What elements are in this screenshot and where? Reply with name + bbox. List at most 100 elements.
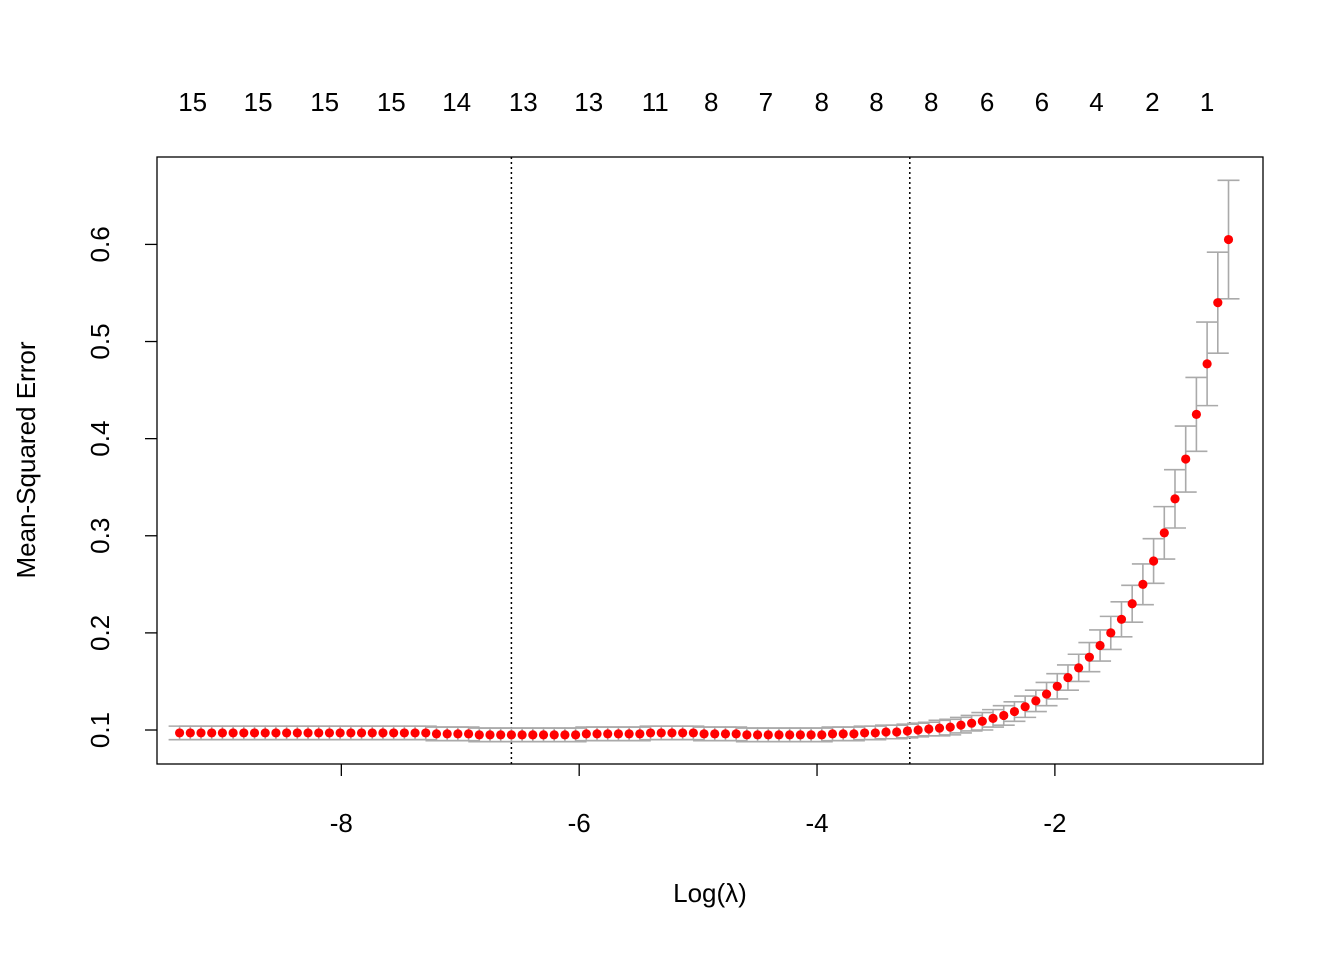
data-point: [560, 730, 570, 740]
data-point: [549, 730, 559, 740]
data-point: [463, 729, 474, 739]
data-point: [1213, 298, 1223, 308]
data-point: [710, 729, 720, 739]
data-point: [335, 728, 345, 738]
data-point: [1020, 702, 1030, 712]
data-point: [838, 729, 848, 739]
data-point: [656, 728, 666, 738]
top-axis-label: 7: [759, 87, 773, 117]
data-point: [720, 729, 731, 739]
data-point: [913, 725, 923, 735]
data-point: [699, 729, 709, 739]
data-point: [1106, 628, 1116, 638]
data-point: [934, 723, 945, 733]
data-point: [367, 728, 377, 738]
data-point: [1181, 454, 1191, 464]
data-point: [538, 730, 549, 740]
data-point: [431, 729, 442, 739]
data-point: [174, 728, 185, 738]
data-point: [314, 728, 324, 738]
x-tick-label: -4: [805, 808, 828, 838]
x-axis-title: Log(λ): [673, 878, 747, 908]
data-point: [442, 729, 452, 739]
data-points: [174, 234, 1234, 740]
x-tick-label: -6: [568, 808, 591, 838]
data-point: [967, 718, 977, 728]
top-axis-label: 15: [178, 87, 207, 117]
data-point: [260, 728, 270, 738]
top-axis-labels: 15 15 15 15 14 13 13 11 8 7 8 8 8 6 6 4 2 1: [178, 87, 1214, 117]
data-point: [346, 728, 356, 738]
y-tick-label: 0.6: [85, 226, 115, 262]
data-point: [292, 728, 302, 738]
data-point: [324, 728, 335, 738]
data-point: [645, 728, 656, 738]
y-tick-label: 0.1: [85, 712, 115, 748]
top-axis-label: 8: [869, 87, 883, 117]
data-point: [271, 728, 281, 738]
data-point: [624, 729, 634, 739]
top-axis-label: 8: [704, 87, 718, 117]
plot-frame: [156, 156, 1264, 765]
y-tick-label: 0.4: [85, 421, 115, 457]
data-point: [239, 728, 249, 738]
data-point: [1116, 614, 1127, 624]
top-axis-label: 15: [244, 87, 273, 117]
top-axis-label: 8: [924, 87, 938, 117]
y-tick-label: 0.3: [85, 518, 115, 554]
data-point: [870, 728, 880, 738]
top-axis-label: 11: [642, 87, 669, 117]
data-point: [667, 728, 677, 738]
data-point: [635, 729, 645, 739]
reference-lines: [510, 157, 911, 764]
data-point: [581, 729, 591, 739]
data-point: [613, 729, 624, 739]
data-point: [410, 728, 420, 738]
data-point: [1095, 640, 1105, 651]
data-point: [678, 728, 688, 738]
data-point: [956, 720, 966, 730]
data-point: [924, 724, 934, 734]
data-point: [763, 730, 773, 740]
data-point: [517, 730, 527, 740]
top-axis-label: 4: [1089, 87, 1103, 117]
data-point: [1138, 579, 1148, 589]
x-tick-label: -2: [1043, 808, 1066, 838]
data-point: [196, 728, 206, 738]
top-axis-label: 1: [1200, 87, 1214, 117]
y-tick-label: 0.2: [85, 615, 115, 651]
data-point: [999, 710, 1009, 721]
data-point: [785, 730, 795, 740]
top-axis-label: 8: [815, 87, 829, 117]
data-point: [421, 728, 431, 738]
x-tick-label: -8: [330, 808, 353, 838]
data-point: [1084, 652, 1094, 662]
top-axis-label: 2: [1145, 87, 1159, 117]
top-axis-label: 14: [442, 87, 471, 117]
data-point: [496, 730, 506, 740]
data-point: [731, 729, 741, 739]
data-point: [1127, 599, 1137, 609]
data-point: [571, 730, 581, 740]
data-point: [795, 730, 805, 740]
data-point: [356, 728, 367, 738]
data-point: [688, 728, 698, 738]
data-point: [228, 728, 238, 738]
error-bars: [168, 179, 1240, 743]
data-point: [282, 728, 292, 738]
data-point: [399, 728, 409, 738]
data-point: [207, 728, 217, 738]
top-axis-label: 15: [310, 87, 339, 117]
top-axis-label: 6: [1035, 87, 1049, 117]
data-point: [1074, 663, 1084, 673]
data-point: [988, 713, 998, 723]
y-axis-title: Mean-Squared Error: [11, 341, 41, 578]
data-point: [892, 727, 902, 737]
data-point: [1202, 359, 1212, 369]
data-point: [752, 730, 763, 740]
data-point: [474, 730, 484, 740]
y-axis: 0.1 0.2 0.3 0.4 0.5 0.6: [85, 226, 157, 748]
data-point: [1009, 706, 1020, 717]
data-point: [185, 728, 195, 738]
data-point: [389, 728, 399, 738]
